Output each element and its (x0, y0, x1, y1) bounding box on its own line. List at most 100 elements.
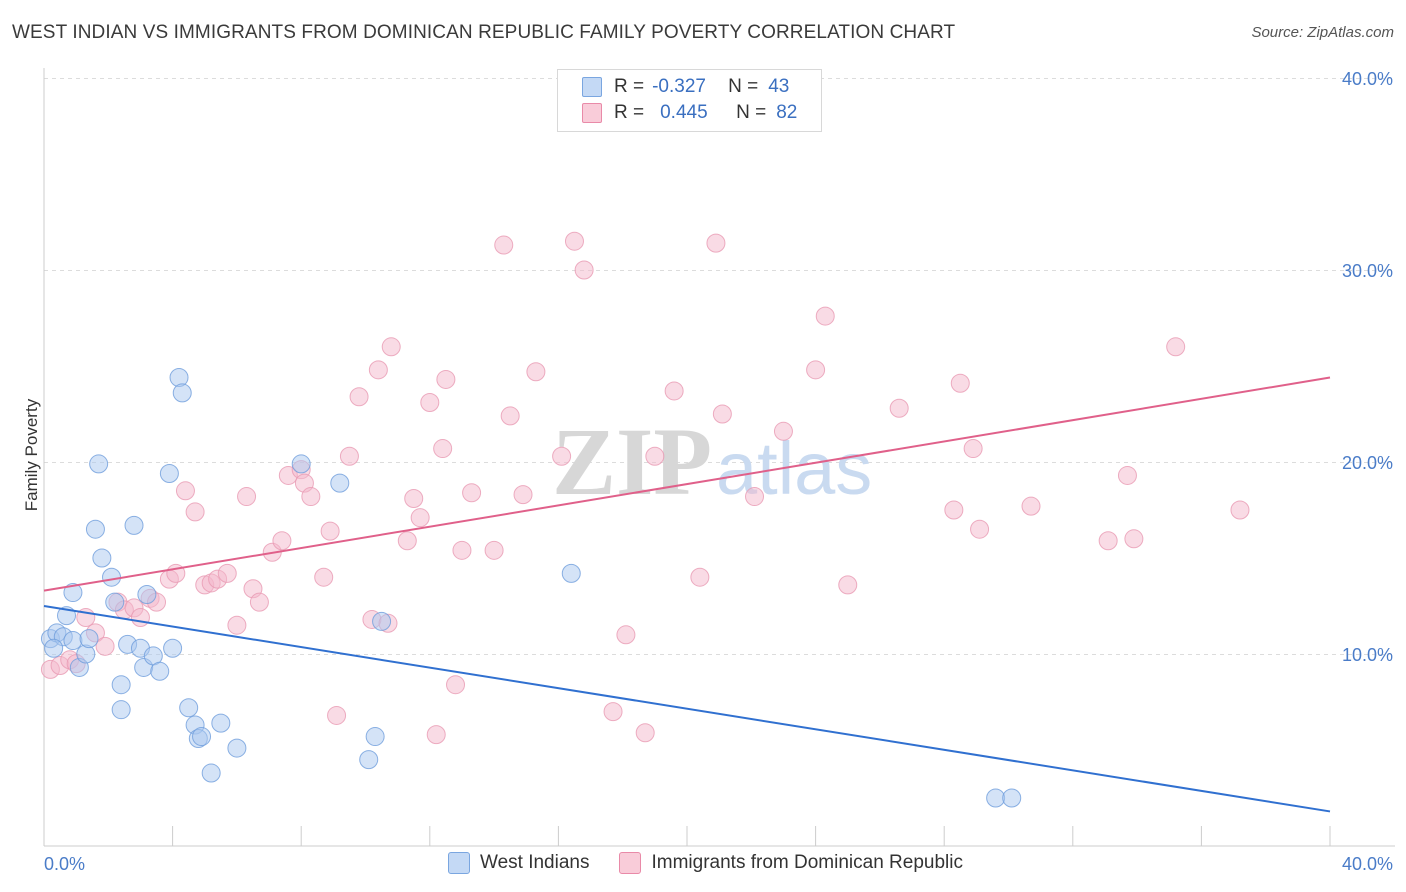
data-point (645, 446, 665, 466)
tick-labels: 10.0% 20.0% 30.0% 40.0% 0.0% 40.0% (44, 69, 1393, 874)
data-point (185, 502, 205, 522)
legend-item-dominican: Immigrants from Dominican Republic (619, 852, 963, 874)
data-point (130, 608, 150, 628)
data-point (1117, 465, 1137, 485)
legend-swatch-pink (582, 103, 602, 123)
data-point (603, 702, 623, 722)
data-point (815, 306, 835, 326)
legend-row-dominican: R = 0.445 N = 82 (582, 101, 797, 125)
data-point (249, 592, 269, 612)
data-point (494, 235, 514, 255)
x-tick-label: 0.0% (44, 854, 85, 874)
data-point (124, 515, 144, 535)
gridlines (44, 78, 1395, 655)
legend-swatch-west-indians (448, 852, 470, 874)
data-point (484, 540, 504, 560)
data-point (986, 788, 1006, 808)
data-point (105, 592, 125, 612)
x-tick-label: 40.0% (1342, 854, 1393, 874)
data-point (111, 675, 131, 695)
source-label: Source: ZipAtlas.com (1251, 24, 1394, 41)
data-point (426, 725, 446, 745)
data-point (368, 360, 388, 380)
series-west-indians-points (40, 368, 1022, 808)
chart-title: WEST INDIAN VS IMMIGRANTS FROM DOMINICAN… (12, 22, 956, 43)
y-tick-label: 20.0% (1342, 453, 1393, 473)
data-point (773, 421, 793, 441)
data-point (201, 763, 221, 783)
data-point (339, 446, 359, 466)
data-point (462, 483, 482, 503)
data-point (950, 373, 970, 393)
data-point (552, 446, 572, 466)
data-point (944, 500, 964, 520)
y-tick-label: 10.0% (1342, 645, 1393, 665)
data-point (137, 584, 157, 604)
data-point (227, 615, 247, 635)
legend-n-label: N = (736, 102, 767, 123)
data-point (44, 638, 64, 658)
trend-line-west-indians (43, 605, 1331, 813)
data-point (111, 700, 131, 720)
data-point (712, 404, 732, 424)
data-point (63, 631, 83, 651)
data-point (211, 713, 231, 733)
data-point (92, 548, 112, 568)
data-point (452, 540, 472, 560)
data-point (301, 487, 321, 507)
legend-label-west-indians: West Indians (480, 852, 590, 873)
data-point (436, 369, 456, 389)
data-point (272, 531, 292, 551)
data-point (616, 625, 636, 645)
legend-r-value-pink: 0.445 (660, 102, 708, 123)
legend-r-value-blue: -0.327 (652, 76, 706, 97)
data-point (330, 473, 350, 493)
data-point (574, 260, 594, 280)
data-point (889, 398, 909, 418)
y-tick-label: 30.0% (1342, 261, 1393, 281)
data-point (706, 233, 726, 253)
legend-swatch-blue (582, 77, 602, 97)
data-point (192, 727, 212, 747)
data-point (404, 488, 424, 508)
data-point (89, 454, 109, 474)
data-point (1098, 531, 1118, 551)
data-point (320, 521, 340, 541)
data-point (635, 723, 655, 743)
data-point (76, 644, 96, 664)
data-point (237, 487, 257, 507)
data-point (63, 583, 83, 603)
data-point (1124, 529, 1144, 549)
axes (43, 68, 1395, 847)
data-point (227, 738, 247, 758)
data-point (1166, 337, 1186, 357)
data-point (446, 675, 466, 695)
data-point (745, 487, 765, 507)
data-point (963, 439, 983, 459)
data-point (359, 750, 379, 770)
watermark: ZIP atlas (552, 408, 872, 515)
legend-row-west-indians: R = -0.327 N = 43 (582, 75, 789, 99)
data-point (169, 368, 189, 388)
y-tick-label: 40.0% (1342, 69, 1393, 89)
data-point (314, 567, 334, 587)
legend-r-label: R = (614, 102, 645, 123)
data-point (1021, 496, 1041, 516)
watermark-zip: ZIP (552, 408, 712, 515)
data-point (1002, 788, 1022, 808)
data-point (561, 563, 581, 583)
data-point (690, 567, 710, 587)
data-point (420, 392, 440, 412)
data-point (500, 406, 520, 426)
data-point (806, 360, 826, 380)
data-point (102, 567, 122, 587)
legend-n-value-blue: 43 (768, 76, 790, 97)
data-point (970, 519, 990, 539)
data-point (372, 611, 392, 631)
legend-r-label: R = (614, 76, 645, 97)
legend-n-value-pink: 82 (776, 102, 798, 123)
data-point (327, 705, 347, 725)
legend-swatch-dominican (619, 852, 642, 874)
watermark-atlas: atlas (716, 427, 872, 510)
